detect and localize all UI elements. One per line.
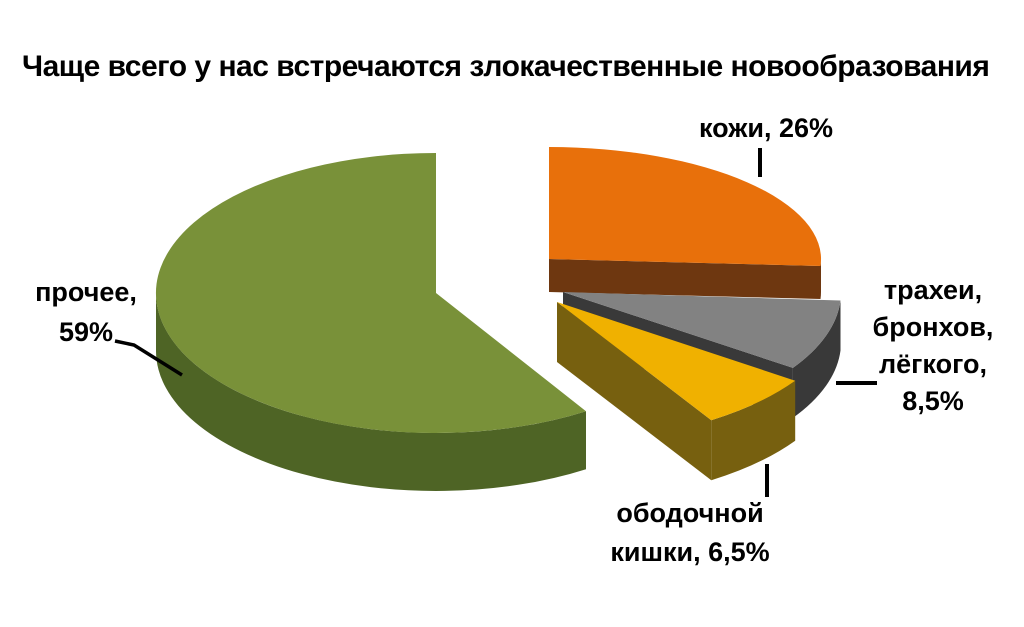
slice-label-line: трахеи, (883, 275, 983, 305)
pie-slice-face (155, 153, 586, 433)
slice-label-line: прочее, (35, 277, 137, 307)
pie-slice-face (549, 259, 821, 299)
chart-title: Чаще всего у нас встречаются злокачестве… (22, 50, 990, 83)
pie-slice-kozhi (549, 147, 822, 299)
pie-slices (155, 147, 841, 491)
slice-label-line: кишки, 6,5% (610, 537, 770, 567)
pie-slice-prochee (155, 153, 586, 491)
pie-slice-face (792, 300, 841, 418)
slice-label-obodochnoi-kishki: ободочной кишки, 6,5% (540, 494, 840, 572)
slice-label-line: лёгкого, (879, 349, 987, 379)
pie-slice-obodochnoi-kishki (557, 302, 796, 481)
leader-lines (114, 148, 877, 497)
pie-slice-face (156, 293, 586, 491)
slice-label-prochee: прочее, 59% (0, 272, 172, 352)
slice-label-line: кожи, 26% (698, 113, 834, 143)
slice-label-kozhi: кожи, 26% (616, 110, 916, 147)
slice-label-trahei-bronhov-legkogo: трахеи, бронхов, лёгкого, 8,5% (783, 272, 1024, 420)
pie-slice-face (563, 292, 841, 368)
pie-slice-face (557, 302, 796, 421)
pie-slice-face (820, 259, 822, 299)
slice-label-line: бронхов, (872, 312, 994, 342)
pie-slice-face (711, 380, 796, 481)
slice-label-line: 59% (58, 317, 114, 347)
pie-slice-face (549, 147, 822, 266)
leader-line-prochee (114, 339, 183, 377)
pie-slice-face (557, 302, 712, 481)
slice-label-line: ободочной (616, 498, 764, 528)
slice-label-line: 8,5% (902, 386, 964, 416)
